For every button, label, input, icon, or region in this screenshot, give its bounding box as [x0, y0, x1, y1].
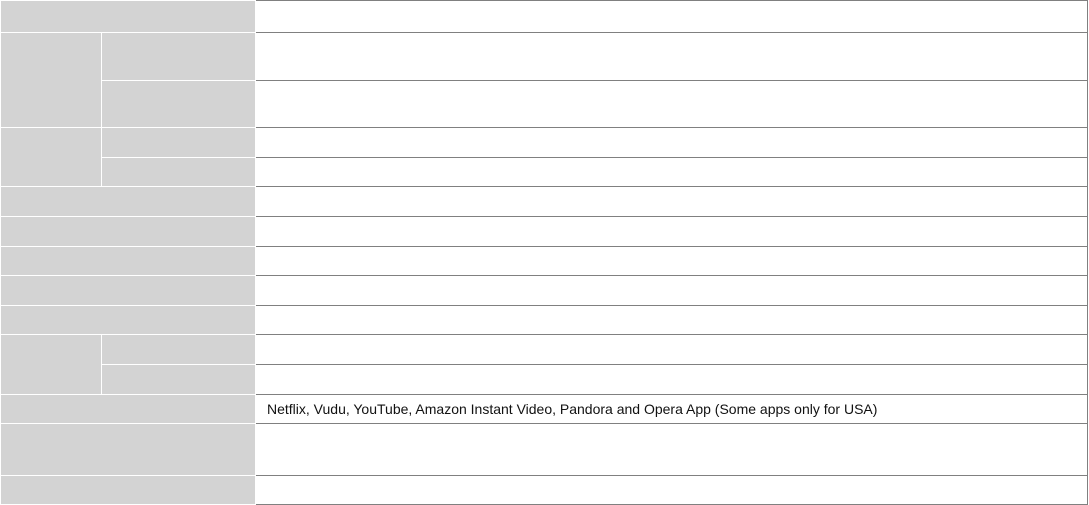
- row-value-cell: [256, 127, 1088, 157]
- row-group-label: [1, 335, 101, 394]
- row-value-cell: [256, 157, 1088, 186]
- row-label: [1, 424, 255, 475]
- row-label: [1, 217, 255, 246]
- row-value-cell: [256, 246, 1088, 275]
- row-value-cell: [256, 186, 1088, 216]
- row-label: [1, 306, 255, 334]
- row-value-cell: [256, 275, 1088, 305]
- row-sub-label: [102, 128, 255, 157]
- row-label: [1, 187, 255, 216]
- row-label: [1, 395, 255, 423]
- row-value-cell: [256, 0, 1088, 32]
- row-group-label: [1, 128, 101, 186]
- row-sub-label: [102, 33, 255, 80]
- row-sub-label: [102, 158, 255, 186]
- row-label: [1, 476, 255, 504]
- row-sub-label: [102, 365, 255, 394]
- apps-value: Netflix, Vudu, YouTube, Amazon Instant V…: [267, 400, 878, 417]
- row-group-label: [1, 33, 101, 127]
- row-value-cell: [256, 216, 1088, 246]
- row-value-cell: [256, 394, 1088, 423]
- row-value-cell: [256, 32, 1088, 80]
- row-label: [1, 1, 255, 32]
- row-value-cell: [256, 80, 1088, 127]
- row-value-cell: [256, 334, 1088, 364]
- row-value-cell: [256, 475, 1088, 504]
- row-label: [1, 247, 255, 275]
- row-value-cell: [256, 305, 1088, 334]
- row-label: [1, 276, 255, 305]
- row-value-cell: [256, 423, 1088, 475]
- row-sub-label: [102, 335, 255, 364]
- row-value-cell: [256, 364, 1088, 394]
- row-sub-label: [102, 81, 255, 127]
